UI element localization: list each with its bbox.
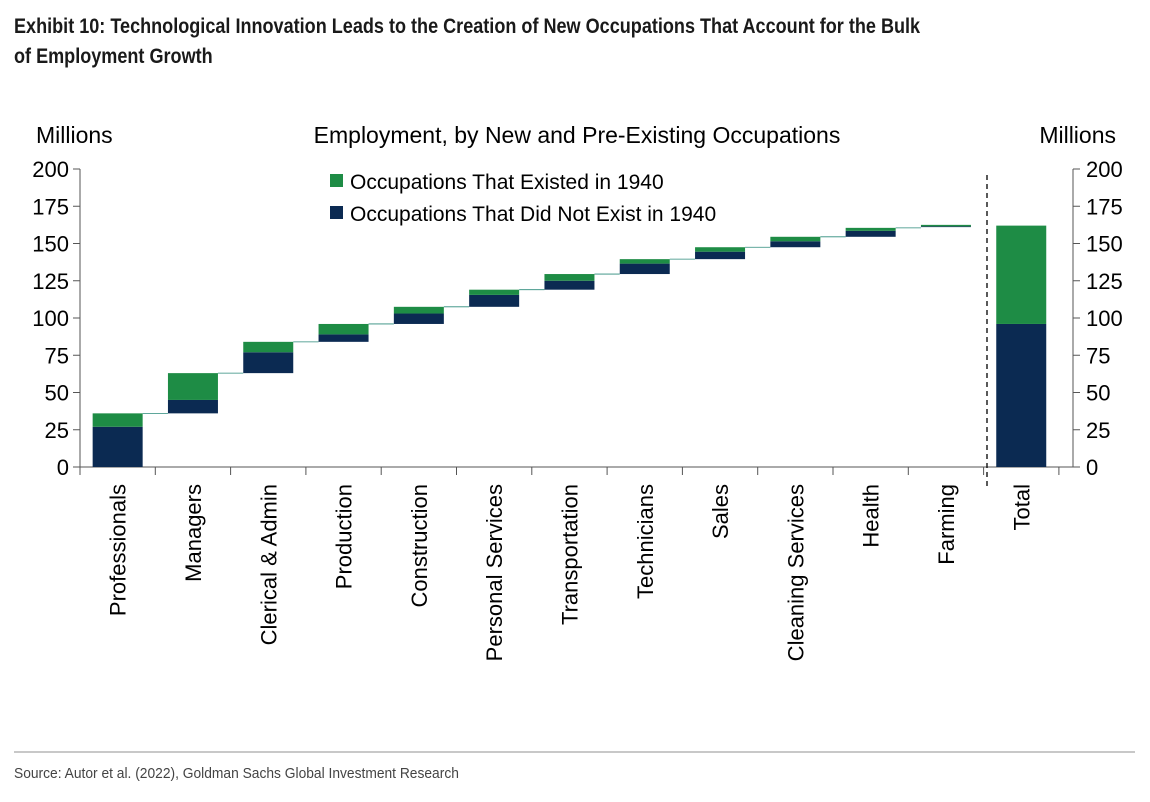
legend-label-not-existed: Occupations That Did Not Exist in 1940 bbox=[350, 203, 716, 226]
bar-total-existed bbox=[996, 225, 1047, 324]
x-label-health: Health bbox=[859, 484, 884, 548]
y-tick-label-right: 25 bbox=[1086, 418, 1110, 443]
y-tick-label-left: 50 bbox=[45, 381, 69, 406]
footer-divider bbox=[14, 751, 1135, 753]
legend-swatch-not-existed bbox=[330, 206, 343, 219]
bar-not-existed-cleaning-services bbox=[770, 241, 821, 248]
x-label-cleaning-services: Cleaning Services bbox=[783, 484, 808, 661]
bar-existed-health bbox=[845, 227, 896, 231]
x-label-technicians: Technicians bbox=[633, 484, 658, 599]
y-axis-left: 0 25 50 75 100 125 150 175 200 bbox=[32, 157, 81, 480]
y-axis-right-label: Millions bbox=[1039, 122, 1116, 148]
bar-existed-personal-services bbox=[469, 289, 520, 295]
bar-existed-production bbox=[318, 323, 369, 335]
y-tick-label-left: 200 bbox=[32, 157, 69, 182]
legend-swatch-existed bbox=[330, 174, 343, 187]
y-tick-label-right: 100 bbox=[1086, 306, 1123, 331]
exhibit-title-line-2: of Employment Growth bbox=[14, 45, 213, 68]
exhibit-title: Exhibit 10: Technological Innovation Lea… bbox=[14, 12, 977, 72]
bar-not-existed-construction bbox=[393, 313, 444, 324]
bar-existed-professionals bbox=[92, 413, 143, 427]
bar-not-existed-personal-services bbox=[469, 294, 520, 307]
bar-not-existed-production bbox=[318, 334, 369, 342]
y-tick-label-right: 75 bbox=[1086, 343, 1110, 368]
y-tick-label-right: 0 bbox=[1086, 455, 1098, 480]
bar-existed-transportation bbox=[544, 274, 595, 281]
y-axis-right: 0 25 50 75 100 125 150 175 200 bbox=[1072, 157, 1123, 480]
y-tick-label-left: 150 bbox=[32, 232, 69, 257]
bar-existed-construction bbox=[393, 306, 444, 314]
x-label-sales: Sales bbox=[708, 484, 733, 539]
bar-not-existed-professionals bbox=[92, 426, 143, 467]
bar-existed-managers bbox=[167, 373, 218, 400]
chart-title: Employment, by New and Pre-Existing Occu… bbox=[314, 122, 841, 148]
bar-not-existed-sales bbox=[695, 251, 746, 260]
y-tick-label-left: 100 bbox=[32, 306, 69, 331]
legend-label-existed: Occupations That Existed in 1940 bbox=[350, 171, 664, 194]
x-label-professionals: Professionals bbox=[106, 484, 131, 616]
bar-existed-sales bbox=[695, 247, 746, 252]
x-label-total: Total bbox=[1009, 484, 1034, 530]
y-tick-label-left: 125 bbox=[32, 269, 69, 294]
y-axis-left-label: Millions bbox=[36, 122, 113, 148]
y-tick-label-left: 175 bbox=[32, 194, 69, 219]
bar-not-existed-clerical-admin bbox=[243, 352, 294, 374]
y-tick-label-left: 0 bbox=[57, 455, 69, 480]
bar-not-existed-transportation bbox=[544, 280, 595, 290]
y-tick-label-right: 175 bbox=[1086, 194, 1123, 219]
y-tick-label-right: 50 bbox=[1086, 381, 1110, 406]
bar-not-existed-health bbox=[845, 230, 896, 237]
source-note: Source: Autor et al. (2022), Goldman Sac… bbox=[14, 765, 459, 782]
x-label-clerical-admin: Clerical & Admin bbox=[256, 484, 281, 645]
bar-not-existed-managers bbox=[167, 399, 218, 414]
y-tick-label-left: 75 bbox=[45, 343, 69, 368]
y-tick-label-right: 200 bbox=[1086, 157, 1123, 182]
y-tick-label-left: 25 bbox=[45, 418, 69, 443]
legend: Occupations That Existed in 1940 Occupat… bbox=[330, 171, 716, 226]
x-label-farming: Farming bbox=[934, 484, 959, 565]
bar-existed-technicians bbox=[619, 259, 670, 264]
bar-existed-clerical-admin bbox=[243, 341, 294, 353]
bar-existed-farming bbox=[920, 224, 971, 227]
x-label-transportation: Transportation bbox=[557, 484, 582, 625]
bar-not-existed-farming bbox=[920, 226, 971, 228]
x-label-managers: Managers bbox=[181, 484, 206, 582]
x-label-production: Production bbox=[332, 484, 357, 589]
bar-total-not-existed bbox=[996, 323, 1047, 467]
x-label-construction: Construction bbox=[407, 484, 432, 608]
employment-waterfall-chart: Employment, by New and Pre-Existing Occu… bbox=[32, 122, 1123, 661]
bar-not-existed-technicians bbox=[619, 263, 670, 275]
exhibit-title-line-1: Exhibit 10: Technological Innovation Lea… bbox=[14, 15, 921, 38]
x-label-personal-services: Personal Services bbox=[482, 484, 507, 661]
bar-existed-cleaning-services bbox=[770, 236, 821, 242]
y-tick-label-right: 125 bbox=[1086, 269, 1123, 294]
y-tick-label-right: 150 bbox=[1086, 232, 1123, 257]
